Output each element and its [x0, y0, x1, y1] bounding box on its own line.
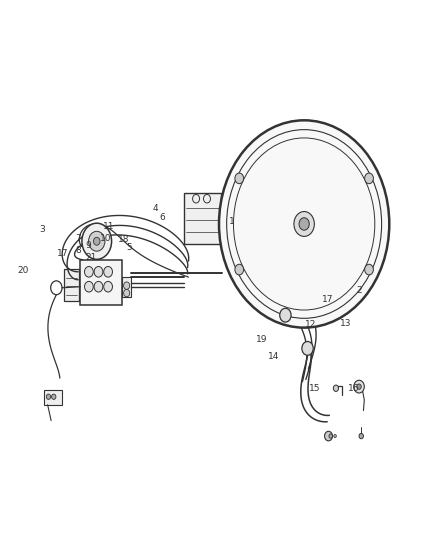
Text: 10: 10 [100, 235, 111, 244]
Bar [81, 260, 122, 305]
Circle shape [365, 173, 373, 184]
Text: 17: 17 [57, 249, 69, 259]
Circle shape [354, 380, 364, 393]
Text: 18: 18 [118, 236, 130, 245]
Circle shape [104, 266, 113, 277]
Text: 21: 21 [85, 253, 97, 262]
Text: 12: 12 [305, 320, 316, 329]
Text: 3: 3 [39, 225, 45, 234]
Circle shape [325, 431, 332, 441]
Circle shape [280, 308, 291, 322]
Text: 6: 6 [159, 213, 165, 222]
Text: 4: 4 [153, 204, 159, 213]
Text: 19: 19 [256, 335, 268, 344]
Circle shape [333, 385, 339, 391]
Circle shape [85, 281, 93, 292]
Circle shape [46, 394, 51, 399]
Bar [122, 277, 131, 297]
Text: 14: 14 [268, 352, 279, 361]
Circle shape [357, 384, 361, 389]
Text: 13: 13 [340, 319, 351, 328]
Text: 5: 5 [127, 244, 132, 253]
Text: 20: 20 [18, 266, 29, 275]
Text: 8: 8 [75, 246, 81, 255]
Circle shape [334, 434, 336, 438]
Text: 15: 15 [309, 384, 321, 393]
Bar [184, 193, 221, 244]
Bar [44, 390, 62, 405]
Text: 9: 9 [85, 241, 91, 250]
Circle shape [82, 223, 112, 260]
Circle shape [302, 342, 313, 356]
Circle shape [93, 237, 100, 245]
Text: 16: 16 [348, 384, 359, 393]
Circle shape [359, 433, 364, 439]
Circle shape [104, 281, 113, 292]
Circle shape [235, 173, 244, 184]
Circle shape [329, 434, 332, 438]
Circle shape [52, 394, 56, 399]
Circle shape [85, 266, 93, 277]
Circle shape [94, 281, 103, 292]
Circle shape [219, 120, 389, 328]
Text: 11: 11 [103, 222, 115, 231]
Bar [64, 269, 79, 301]
Circle shape [365, 264, 373, 275]
Text: 1: 1 [229, 217, 235, 226]
Text: 17: 17 [322, 295, 334, 304]
Circle shape [294, 212, 314, 237]
Circle shape [88, 231, 105, 251]
Circle shape [299, 218, 309, 230]
Circle shape [235, 264, 244, 275]
Circle shape [94, 266, 103, 277]
Circle shape [124, 282, 130, 289]
Text: 7: 7 [75, 235, 81, 244]
Text: 2: 2 [356, 286, 361, 295]
Circle shape [124, 289, 130, 297]
